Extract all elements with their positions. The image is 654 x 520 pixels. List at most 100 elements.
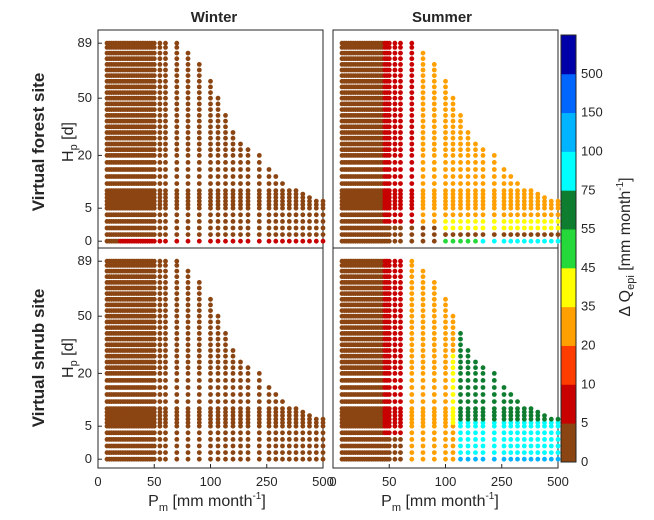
data-point — [157, 378, 163, 383]
data-point — [398, 399, 403, 404]
colorbar-swatch — [561, 229, 576, 269]
data-point — [386, 107, 392, 112]
data-point — [398, 167, 403, 172]
data-point — [174, 118, 180, 124]
data-point — [386, 280, 392, 285]
data-point — [151, 124, 157, 130]
data-point — [174, 302, 180, 308]
data-point — [157, 331, 163, 336]
data-point — [256, 371, 262, 376]
data-point — [163, 296, 168, 302]
data-point — [392, 406, 398, 411]
data-point — [280, 225, 285, 231]
data-point — [398, 160, 403, 165]
data-point — [491, 232, 497, 238]
data-point — [465, 212, 471, 218]
x-tick-label: 100 — [435, 474, 457, 489]
data-point — [174, 399, 180, 404]
data-point — [280, 416, 285, 422]
data-point — [508, 450, 514, 455]
data-point — [157, 348, 163, 353]
colorbar-swatch — [561, 73, 576, 114]
data-point — [280, 205, 285, 211]
colorbar-swatch — [561, 151, 576, 191]
y-tick-label: 0 — [85, 451, 92, 466]
data-point — [420, 280, 426, 285]
data-point — [501, 450, 507, 455]
data-point — [420, 198, 426, 204]
data-point — [223, 420, 228, 426]
data-point — [521, 450, 527, 455]
data-point — [491, 225, 497, 231]
data-point — [420, 181, 426, 187]
data-point — [256, 232, 262, 238]
data-point — [392, 437, 398, 442]
data-point — [542, 219, 547, 224]
data-point — [548, 198, 554, 204]
data-point — [230, 420, 236, 426]
data-point — [409, 399, 415, 404]
data-point — [230, 141, 236, 147]
data-point — [293, 443, 299, 449]
data-point — [508, 456, 514, 462]
data-point — [458, 130, 463, 135]
data-point — [157, 153, 163, 158]
data-point — [392, 45, 398, 50]
data-point — [313, 219, 319, 224]
data-point — [386, 392, 392, 397]
data-point — [398, 130, 403, 135]
data-point — [174, 308, 180, 313]
data-point — [208, 141, 213, 147]
data-point — [163, 336, 168, 342]
data-point — [313, 232, 319, 238]
data-point — [480, 198, 486, 204]
data-point — [420, 319, 426, 325]
data-point — [223, 212, 228, 218]
data-point — [409, 443, 415, 449]
data-point — [223, 141, 228, 147]
data-point — [174, 342, 180, 348]
data-point — [196, 107, 202, 112]
data-point — [465, 430, 471, 436]
data-point — [196, 73, 202, 78]
data-point — [420, 167, 426, 172]
data-point — [185, 443, 191, 449]
data-point — [508, 191, 514, 197]
data-point — [151, 285, 157, 291]
data-point — [230, 181, 236, 187]
data-point — [409, 188, 415, 194]
data-point — [151, 135, 157, 141]
data-point — [473, 174, 478, 179]
data-point — [480, 385, 486, 390]
data-point — [320, 205, 326, 211]
data-point — [245, 198, 251, 204]
data-point — [163, 285, 168, 291]
data-point — [443, 167, 448, 172]
data-point — [208, 232, 213, 238]
data-point — [238, 406, 243, 411]
data-point — [501, 188, 507, 194]
data-point — [196, 285, 202, 291]
data-point — [450, 378, 456, 383]
data-point — [223, 135, 228, 141]
data-point — [163, 84, 168, 90]
data-point — [528, 195, 534, 201]
data-point — [266, 456, 272, 462]
data-point — [230, 225, 236, 231]
data-point — [157, 291, 163, 296]
data-point — [392, 443, 398, 449]
data-point — [458, 378, 463, 383]
data-point — [196, 167, 202, 172]
data-point — [163, 437, 168, 442]
data-point — [196, 371, 202, 376]
data-point — [392, 325, 398, 330]
data-point — [151, 118, 157, 124]
data-point — [215, 406, 221, 411]
data-point — [443, 191, 448, 197]
data-point — [465, 153, 471, 158]
data-point — [223, 392, 228, 397]
data-point — [535, 191, 541, 197]
data-point — [174, 153, 180, 158]
data-point — [157, 308, 163, 313]
data-point — [196, 135, 202, 141]
